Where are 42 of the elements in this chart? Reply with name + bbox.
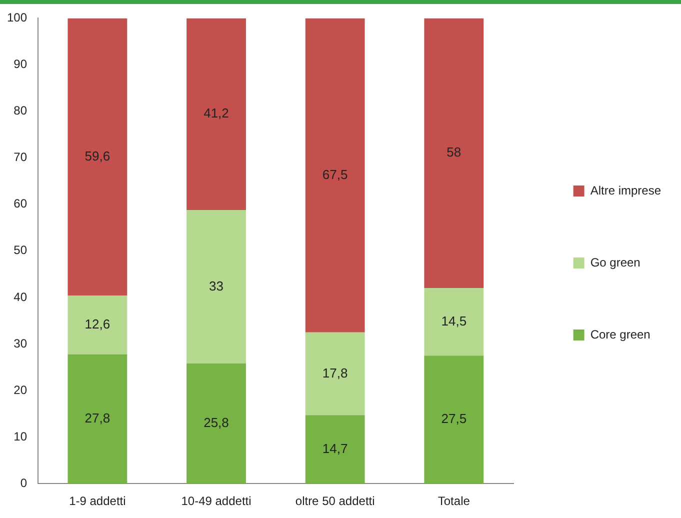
bar	[68, 296, 128, 354]
legend-label: Go green	[590, 255, 640, 270]
bar	[186, 364, 246, 484]
data-label: 33	[209, 278, 224, 294]
data-label: 58	[446, 144, 462, 160]
y-tick-label: 80	[14, 104, 28, 118]
bar	[305, 18, 365, 332]
y-tick-label: 60	[14, 196, 28, 211]
y-tick-label: 10	[14, 429, 28, 444]
legend-label: Altre imprese	[590, 183, 662, 198]
y-tick-label: 90	[14, 57, 28, 72]
x-tick-label: oltre 50 addetti	[295, 494, 375, 508]
y-tick-label: 0	[20, 476, 28, 490]
bar	[424, 18, 484, 288]
x-tick-label: Totale	[438, 494, 470, 508]
data-label: 41,2	[204, 106, 229, 121]
y-tick-label: 70	[14, 150, 28, 164]
data-label: 25,8	[204, 415, 229, 430]
bar	[186, 18, 246, 210]
data-label: 27,8	[84, 410, 110, 426]
data-label: 67,5	[322, 166, 348, 182]
x-tick-label: 10-49 addetti	[181, 494, 252, 508]
y-tick-label: 50	[14, 243, 28, 258]
bar	[424, 356, 484, 484]
data-label: 14,7	[322, 440, 348, 456]
bar	[305, 415, 365, 484]
bar	[68, 18, 128, 296]
data-label: 59,6	[84, 148, 110, 164]
bar	[186, 210, 246, 364]
x-tick-label: 1-9 addetti	[69, 494, 126, 508]
data-label: 17,8	[322, 365, 348, 380]
y-tick-label: 30	[14, 336, 28, 350]
legend-label: Core green	[590, 327, 650, 342]
data-label: 12,6	[84, 316, 110, 332]
data-label: 27,5	[441, 411, 467, 426]
bar	[305, 332, 365, 416]
y-tick-label: 40	[14, 290, 28, 304]
bar	[424, 288, 484, 356]
bar	[68, 354, 128, 484]
y-tick-label: 100	[6, 10, 28, 25]
y-tick-label: 20	[14, 382, 28, 397]
data-label: 14,5	[441, 313, 467, 328]
